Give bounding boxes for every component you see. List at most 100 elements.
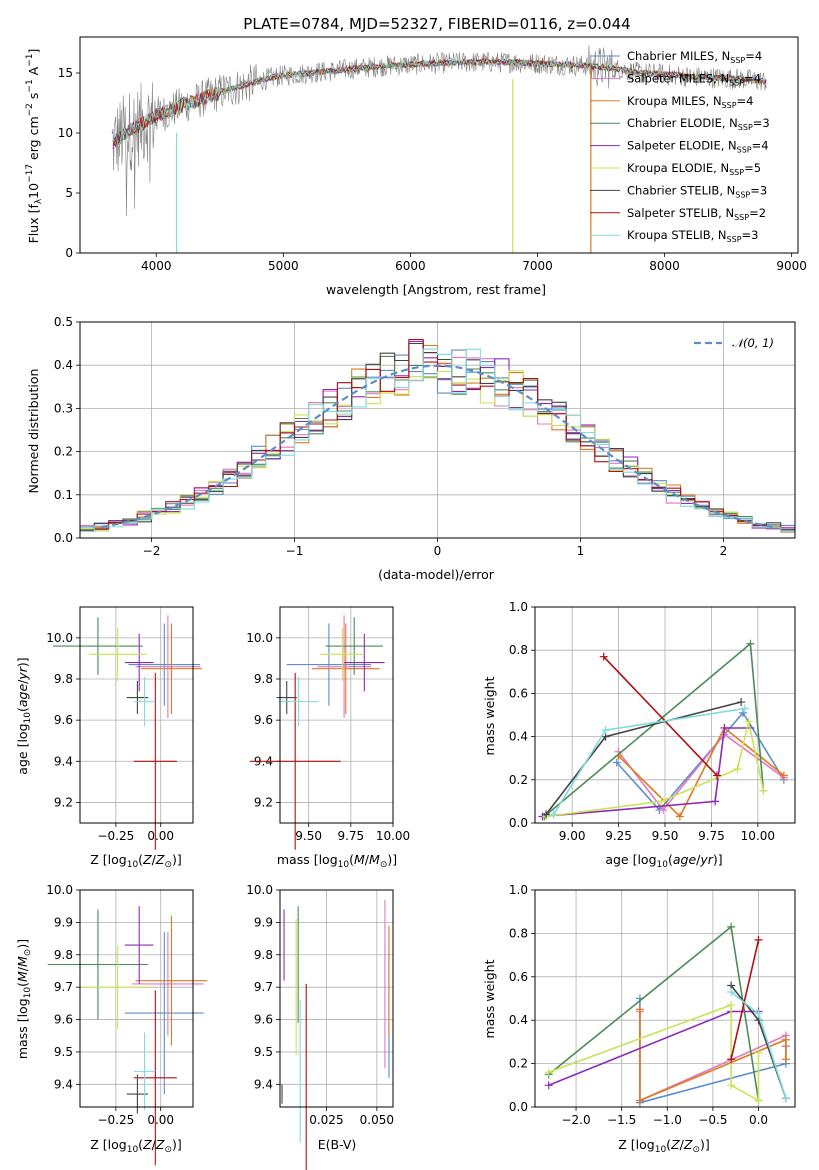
legend-nssp: =2: [749, 206, 766, 220]
weight-vs-age-axes: 9.00 9.25 9.50 9.75 10.00 0.0 0.2 0.4 0.6 0.8 1.0: [509, 600, 796, 843]
legend-label: Kroupa STELIB, NSSP=3: [627, 228, 758, 244]
panel7-xlabel: E(B-V): [318, 1137, 357, 1152]
x-tick-label: 6000: [395, 259, 426, 273]
mass-weight-marker: [781, 1055, 790, 1064]
axes-frame: [279, 606, 394, 824]
panel8-xlabel: Z [log10(Z/Z⊙)]: [618, 1137, 710, 1155]
legend-subscript: SSP: [734, 213, 749, 222]
axes-frame: [79, 321, 796, 539]
y-tick-label: 0.2: [54, 445, 73, 459]
y-tick-label: 9.6: [254, 713, 273, 727]
mass-weight-line: [618, 726, 785, 818]
mass-weight-marker: [599, 652, 608, 661]
y-tick-label: 9.5: [54, 1045, 73, 1059]
spectrum-ylabel: Flux [fλ10−17 erg cm−2 s−1 A−1]: [25, 49, 44, 244]
x-tick-label: −2: [143, 544, 161, 558]
model-spectrum-line: [112, 57, 767, 146]
x-tick-label: −2.0: [561, 1113, 590, 1127]
axes-frame: [79, 36, 799, 254]
y-tick-label: 9.2: [54, 795, 73, 809]
panel6-xlabel: Z [log10(Z/Z⊙)]: [90, 1137, 182, 1155]
y-tick-label: 9.2: [254, 795, 273, 809]
y-tick-label: 9.8: [54, 948, 73, 962]
x-tick-label: 4000: [141, 259, 172, 273]
y-tick-label: 1.0: [509, 883, 528, 897]
mass-weight-line: [548, 1003, 760, 1102]
mass-weight-marker: [740, 704, 749, 713]
y-tick-label: 9.4: [254, 1077, 273, 1091]
histogram-legend: 𝒩(0, 1): [694, 336, 774, 350]
mass-weight-marker: [542, 810, 551, 819]
y-tick-label: 9.7: [254, 980, 273, 994]
mass-weight-marker: [754, 1096, 763, 1105]
mass-weight-line: [617, 733, 785, 812]
mass-weight-marker: [601, 726, 610, 735]
y-tick-label: 9.8: [254, 672, 273, 686]
y-tick-label: 5: [65, 186, 73, 200]
legend-label: 𝒩(0, 1): [732, 336, 774, 350]
y-tick-label: 9.6: [54, 1013, 73, 1027]
legend-subscript: SSP: [727, 235, 742, 244]
mass-weight-marker: [549, 810, 558, 819]
legend-nssp: =5: [744, 161, 761, 175]
model-spectrum-line: [112, 58, 767, 147]
x-tick-label: −0.25: [97, 829, 134, 843]
legend-subscript: SSP: [729, 78, 744, 87]
mass-weight-marker: [635, 1096, 644, 1105]
mass-vs-metallicity-axes: −0.25 0.00 9.4 9.5 9.6 9.7 9.8 9.9 10.0: [46, 883, 208, 1166]
x-tick-label: 0.00: [147, 1113, 174, 1127]
x-tick-label: 9000: [776, 259, 807, 273]
panel5-xlabel: age [log10(age/yr)]: [605, 852, 722, 870]
legend-label: Chabrier ELODIE, NSSP=3: [627, 116, 770, 132]
x-tick-label: 9.00: [559, 829, 586, 843]
x-tick-label: −1: [286, 544, 304, 558]
legend-label: Salpeter MILES, NSSP=4: [627, 71, 761, 87]
axes-frame: [79, 606, 194, 824]
legend-subscript: SSP: [729, 168, 744, 177]
panel3-ylabel: age [log10(age/yr)]: [15, 657, 33, 774]
legend-subscript: SSP: [735, 190, 750, 199]
legend-label: Salpeter ELODIE, NSSP=4: [627, 139, 769, 155]
y-tick-label: 0: [65, 246, 73, 260]
y-tick-label: 0.1: [54, 488, 73, 502]
y-tick-label: 9.4: [54, 1077, 73, 1091]
mass-weight-line: [545, 721, 765, 818]
y-tick-label: 0.3: [54, 401, 73, 415]
mass-weight-marker: [544, 1081, 553, 1090]
x-tick-label: 5000: [268, 259, 299, 273]
histogram-ylabel: Normed distribution: [26, 369, 41, 494]
x-tick-label: −1.0: [653, 1113, 682, 1127]
weight-vs-metallicity-axes: −2.0 −1.5 −1.0 −0.5 0.0 0.0 0.2 0.4 0.6 0.8 1.0: [509, 883, 796, 1127]
mass-weight-marker: [727, 922, 736, 931]
mass-weight-marker: [720, 723, 729, 732]
legend-label: Kroupa ELODIE, NSSP=5: [627, 161, 761, 177]
axes-frame: [279, 889, 394, 1108]
mass-weight-marker: [779, 771, 788, 780]
histogram-step-line: [80, 342, 795, 531]
x-tick-label: 8000: [649, 259, 680, 273]
mass-weight-marker: [733, 765, 742, 773]
axes-frame: [79, 889, 194, 1108]
x-tick-label: 9.50: [652, 829, 679, 843]
panel4-xlabel: mass [log10(M/M⊙)]: [277, 852, 397, 870]
y-tick-label: 10: [58, 126, 73, 140]
mass-weight-marker: [544, 1068, 553, 1077]
panel3-xlabel: Z [log10(Z/Z⊙)]: [90, 852, 182, 870]
spectrum-xlabel: wavelength [Angstrom, rest frame]: [326, 282, 546, 297]
y-tick-label: 9.5: [254, 1045, 273, 1059]
mass-weight-marker: [781, 1094, 790, 1103]
mass-weight-marker: [675, 812, 684, 821]
y-tick-label: 9.7: [54, 980, 73, 994]
x-tick-label: −1.5: [607, 1113, 636, 1127]
y-tick-label: 0.6: [509, 686, 528, 700]
legend-nssp: =3: [742, 228, 759, 242]
mass-weight-marker: [612, 758, 621, 767]
mass-weight-marker: [713, 771, 721, 780]
mass-weight-marker: [781, 1035, 790, 1044]
mass-weight-marker: [635, 1005, 644, 1014]
x-tick-label: −0.5: [698, 1113, 727, 1127]
mass-weight-line: [730, 939, 760, 1060]
axes-frame: [534, 606, 796, 824]
x-tick-label: 1: [577, 544, 585, 558]
